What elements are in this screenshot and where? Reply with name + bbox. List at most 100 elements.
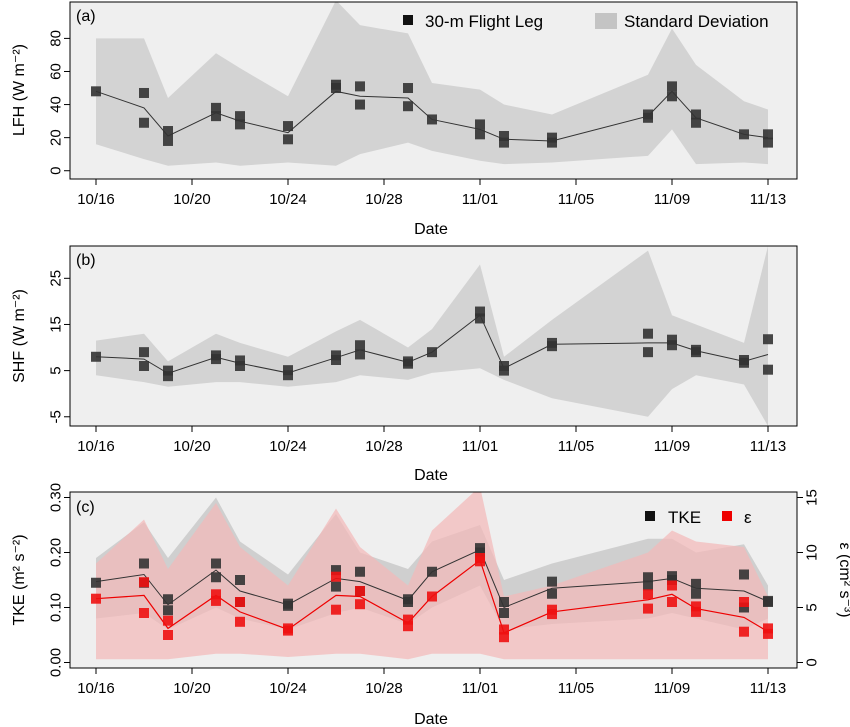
y-tick-label-right: 0 [804, 658, 821, 666]
data-point [643, 112, 653, 123]
data-point [163, 365, 173, 376]
data-point-tke [643, 572, 653, 583]
data-point [139, 347, 149, 358]
data-point [355, 81, 365, 92]
y-tick-label-right: 10 [804, 544, 821, 561]
data-point [139, 117, 149, 128]
x-tick-label: 10/16 [77, 438, 115, 455]
data-point-epsilon [403, 614, 413, 625]
x-tick-label: 10/24 [269, 680, 307, 697]
data-point-epsilon [235, 597, 245, 607]
legend: TKE ε [645, 508, 752, 527]
data-point [355, 340, 365, 351]
data-point [355, 349, 365, 360]
data-point [211, 111, 221, 122]
data-point [283, 121, 293, 132]
data-point-tke [427, 566, 437, 577]
data-point [235, 111, 245, 122]
data-point-epsilon [475, 556, 485, 567]
data-point [691, 117, 701, 128]
y-tick-label: 0.30 [48, 483, 65, 512]
x-tick-label: 10/24 [269, 438, 307, 455]
data-point-epsilon [427, 591, 437, 602]
x-tick-label: 11/13 [750, 680, 786, 697]
x-tick-label: 11/01 [462, 680, 498, 697]
x-tick-label: 11/13 [750, 191, 786, 208]
y-axis-title: TKE (m² s⁻²) [11, 534, 28, 625]
x-tick-label: 11/01 [462, 191, 498, 208]
data-point [667, 334, 677, 345]
data-point-epsilon [91, 593, 101, 604]
x-tick-label: 10/16 [77, 680, 115, 697]
data-point-tke [331, 581, 341, 592]
data-point [331, 355, 341, 365]
data-point-epsilon [235, 616, 245, 627]
data-point [763, 364, 773, 375]
y-tick-label: 80 [48, 30, 65, 47]
legend-swatch-flight-leg [403, 15, 413, 25]
panel-label-a: (a) [76, 8, 96, 25]
plot-frame [69, 245, 798, 427]
data-point [235, 355, 245, 366]
x-axis-title: Date [414, 221, 448, 238]
x-tick-label: 10/28 [365, 680, 403, 697]
x-tick-label: 10/20 [173, 438, 211, 455]
data-point-tke [739, 602, 749, 613]
legend-swatch-epsilon [722, 511, 732, 521]
data-point [91, 86, 101, 97]
x-axis-title: Date [414, 711, 448, 727]
panel-tke-epsilon: 0.00 0.10 0.20 0.30 0 5 10 15 10/16 10/20 10/24 1… [11, 483, 850, 727]
data-point-tke [499, 597, 509, 607]
data-point [475, 306, 485, 317]
data-point [283, 365, 293, 376]
legend-label-flight-leg: 30-m Flight Leg [425, 12, 543, 31]
data-point-epsilon [403, 621, 413, 632]
data-point [355, 99, 365, 110]
data-point-epsilon [499, 624, 509, 635]
data-point-epsilon [163, 615, 173, 626]
data-point [547, 137, 557, 148]
x-axis-title: Date [414, 467, 448, 484]
data-point-epsilon [355, 599, 365, 610]
data-point-tke [163, 605, 173, 616]
data-point [763, 129, 773, 140]
data-point-epsilon [211, 595, 221, 606]
data-point [427, 114, 437, 125]
data-point-tke [235, 575, 245, 585]
x-tick-label: 11/09 [654, 191, 690, 208]
legend-label-epsilon: ε [744, 508, 752, 527]
data-point-tke [139, 558, 149, 569]
y-tick-label: 25 [48, 270, 65, 287]
legend-label-tke: TKE [668, 508, 701, 527]
data-point-epsilon [643, 589, 653, 600]
x-tick-label: 11/01 [462, 438, 498, 455]
data-point [643, 328, 653, 339]
data-point-tke [403, 597, 413, 607]
data-point-tke [763, 597, 773, 607]
x-tick-label: 10/28 [365, 438, 403, 455]
x-tick-label: 11/13 [750, 438, 786, 455]
data-point-epsilon [667, 597, 677, 607]
data-point-epsilon [331, 604, 341, 615]
std-dev-band [96, 2, 768, 166]
data-point [163, 135, 173, 146]
y-tick-label: -5 [48, 410, 65, 423]
legend: 30-m Flight Leg Standard Deviation [403, 12, 769, 31]
data-point-epsilon [763, 628, 773, 639]
data-point [499, 130, 509, 141]
data-point-epsilon [331, 571, 341, 582]
data-point-epsilon [643, 603, 653, 614]
data-point [475, 129, 485, 140]
y-tick-label: 40 [48, 96, 65, 113]
data-point [331, 83, 341, 94]
x-tick-label: 10/28 [365, 191, 403, 208]
data-point-tke [691, 578, 701, 589]
data-point [667, 340, 677, 351]
data-point [763, 334, 773, 345]
data-point-tke [739, 569, 749, 580]
data-point-epsilon [763, 623, 773, 634]
data-point [739, 357, 749, 368]
data-point [283, 134, 293, 145]
data-point-epsilon [283, 625, 293, 636]
data-point-epsilon [691, 606, 701, 617]
